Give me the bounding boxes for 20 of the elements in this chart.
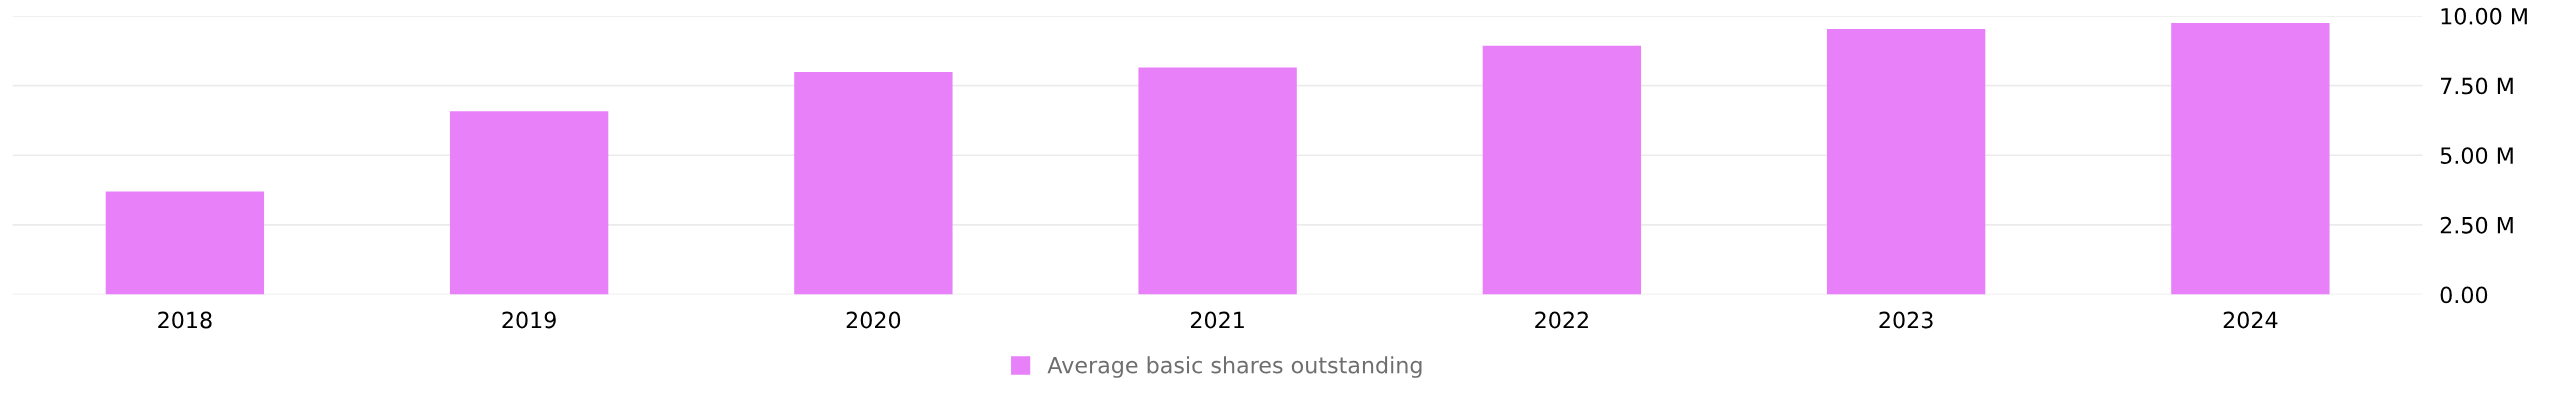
bar xyxy=(1482,45,1642,295)
bar xyxy=(1826,29,1986,295)
y-tick-label: 7.50 M xyxy=(2440,77,2513,95)
y-tick-label: 0.00 xyxy=(2440,286,2488,304)
y-tick-label: 2.50 M xyxy=(2440,216,2513,234)
x-tick-label: 2021 xyxy=(1190,311,1244,329)
y-tick-label: 5.00 M xyxy=(2440,147,2513,164)
x-tick-label: 2022 xyxy=(1535,311,1588,329)
x-tick-label: 2019 xyxy=(502,311,556,329)
x-tick-label: 2018 xyxy=(158,311,212,329)
x-tick-label: 2020 xyxy=(846,311,901,329)
bar xyxy=(794,71,953,295)
bar xyxy=(449,111,609,295)
x-tick-label: 2024 xyxy=(2223,311,2278,329)
x-tick-label: 2023 xyxy=(1879,311,1933,329)
bar xyxy=(105,191,265,295)
bar xyxy=(2171,22,2330,295)
bar xyxy=(1138,67,1297,295)
y-tick-label: 10.00 M xyxy=(2441,7,2527,25)
legend-label: Average basic shares outstanding xyxy=(1047,356,1422,378)
